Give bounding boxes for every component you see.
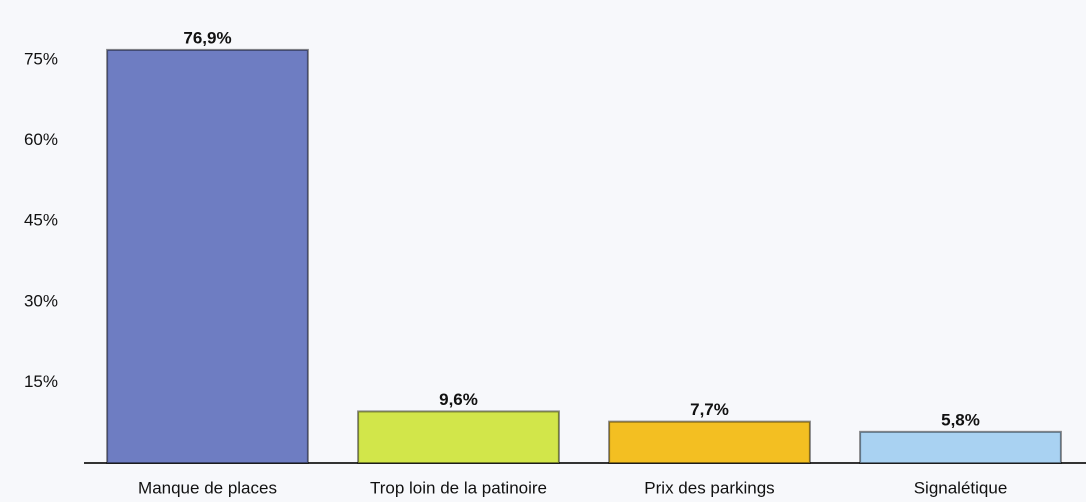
y-tick-label: 15%	[24, 372, 58, 391]
bar	[357, 410, 560, 465]
x-tick-label: Prix des parkings	[644, 478, 774, 497]
value-label: 76,9%	[183, 28, 231, 47]
bar	[859, 430, 1062, 464]
y-tick-label: 45%	[24, 211, 58, 230]
value-label: 5,8%	[941, 410, 980, 429]
bar	[608, 420, 811, 465]
value-label: 7,7%	[690, 400, 729, 419]
x-tick-label: Signalétique	[914, 478, 1008, 497]
y-tick-label: 30%	[24, 291, 58, 310]
x-tick-label: Trop loin de la patinoire	[370, 478, 547, 497]
x-tick-label: Manque de places	[138, 478, 277, 497]
y-tick-label: 60%	[24, 130, 58, 149]
bar	[106, 48, 309, 464]
y-tick-label: 75%	[24, 50, 58, 69]
value-label: 9,6%	[439, 390, 478, 409]
